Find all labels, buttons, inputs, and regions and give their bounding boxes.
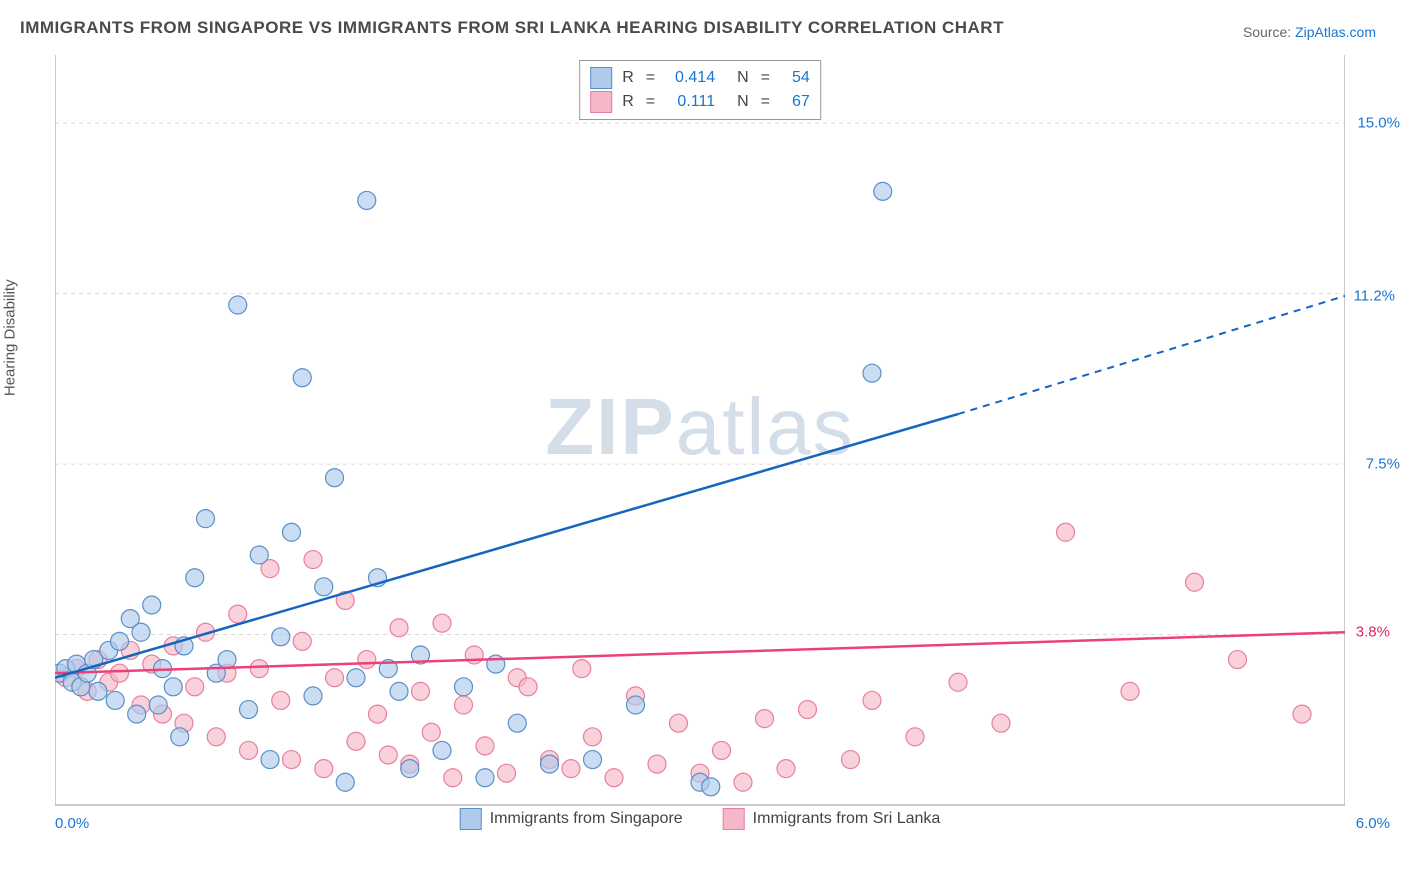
source-link[interactable]: ZipAtlas.com xyxy=(1295,24,1376,40)
x-tick-left: 0.0% xyxy=(55,815,89,832)
equals-icon: = xyxy=(646,69,655,87)
source-attribution: Source: ZipAtlas.com xyxy=(1243,24,1376,40)
r-label: R xyxy=(622,93,634,111)
swatch-pink xyxy=(590,91,612,113)
chart-title: IMMIGRANTS FROM SINGAPORE VS IMMIGRANTS … xyxy=(20,18,1004,38)
legend-stats: R = 0.414 N = 54 R = 0.111 N = 67 xyxy=(579,60,821,120)
swatch-pink xyxy=(723,808,745,830)
swatch-blue xyxy=(460,808,482,830)
r-value-blue: 0.414 xyxy=(665,69,715,87)
y-tick-label: 7.5% xyxy=(1366,456,1400,473)
legend-row-pink: R = 0.111 N = 67 xyxy=(590,91,810,113)
legend-row-blue: R = 0.414 N = 54 xyxy=(590,67,810,89)
y-tick-label: 15.0% xyxy=(1357,115,1400,132)
r-label: R xyxy=(622,69,634,87)
equals-icon: = xyxy=(646,93,655,111)
series-name-blue: Immigrants from Singapore xyxy=(490,810,683,828)
equals-icon: = xyxy=(761,69,770,87)
n-value-pink: 67 xyxy=(792,93,810,111)
n-label: N xyxy=(737,69,749,87)
chart-area: ZIPatlas R = 0.414 N = 54 R = 0.111 N = … xyxy=(55,55,1345,830)
trend-end-label-pink: 3.8% xyxy=(1356,624,1390,641)
legend-series: Immigrants from Singapore Immigrants fro… xyxy=(460,808,941,830)
n-value-blue: 54 xyxy=(792,69,810,87)
scatter-chart xyxy=(55,55,1345,830)
swatch-blue xyxy=(590,67,612,89)
r-value-pink: 0.111 xyxy=(665,93,715,111)
equals-icon: = xyxy=(761,93,770,111)
trend-end-label-blue: 11.2% xyxy=(1354,287,1395,304)
legend-item-blue: Immigrants from Singapore xyxy=(460,808,683,830)
legend-item-pink: Immigrants from Sri Lanka xyxy=(723,808,941,830)
series-name-pink: Immigrants from Sri Lanka xyxy=(753,810,941,828)
source-label: Source: xyxy=(1243,24,1295,40)
y-axis-label: Hearing Disability xyxy=(2,279,19,396)
x-tick-right: 6.0% xyxy=(1356,815,1390,832)
n-label: N xyxy=(737,93,749,111)
